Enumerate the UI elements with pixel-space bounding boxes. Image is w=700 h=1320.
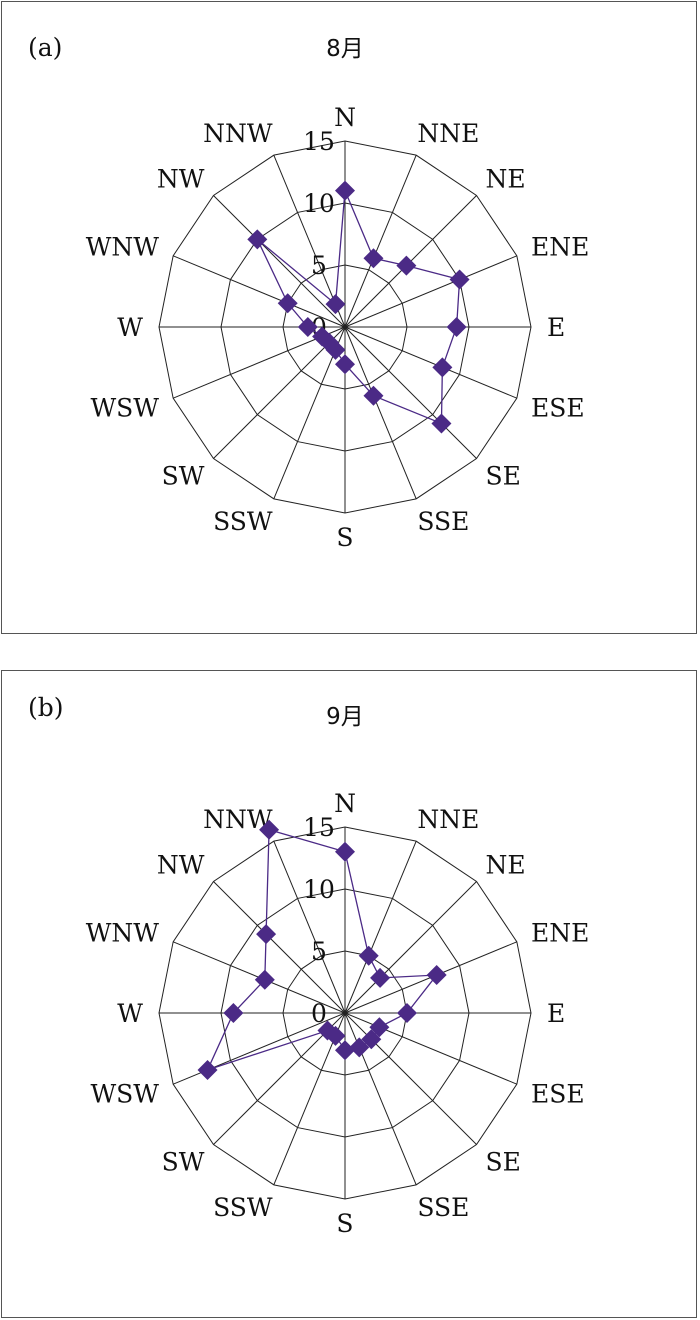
spoke-nw [213, 195, 346, 328]
tick-label: 5 [311, 937, 327, 966]
direction-label-ne: NE [485, 165, 525, 194]
spoke-ese [344, 326, 518, 399]
data-point-s [335, 1040, 355, 1061]
panel-label: (b) [28, 693, 64, 722]
direction-label-s: S [336, 1209, 353, 1238]
direction-label-ese: ESE [531, 1079, 585, 1108]
data-point-ene [449, 269, 470, 290]
direction-label-s: S [336, 523, 353, 552]
spoke-ene [344, 255, 518, 328]
data-point-nw [247, 229, 268, 250]
direction-label-sse: SSE [417, 507, 469, 536]
direction-label-e: E [547, 313, 565, 342]
spoke-ne [344, 881, 477, 1014]
data-point-nw [256, 924, 277, 945]
tick-label: 10 [303, 189, 335, 218]
tick-label: 15 [303, 127, 335, 156]
direction-label-wnw: WNW [86, 919, 160, 948]
data-point-se [431, 413, 452, 434]
direction-label-ssw: SSW [213, 507, 273, 536]
direction-label-sse: SSE [417, 1193, 469, 1222]
data-point-nne [358, 945, 379, 966]
data-point-wsw [197, 1059, 218, 1080]
direction-label-n: N [334, 789, 356, 818]
data-point-w [223, 1003, 244, 1023]
data-point-nnw [259, 819, 280, 840]
data-point-n [335, 180, 355, 201]
spoke-nnw [273, 840, 346, 1014]
data-point-ene [426, 965, 447, 986]
direction-label-ene: ENE [531, 233, 589, 262]
data-point-ese [369, 1017, 390, 1038]
direction-label-w: W [117, 999, 143, 1028]
tick-label: 0 [311, 999, 327, 1028]
direction-label-sw: SW [162, 1147, 205, 1176]
chart-panel-b: (b) 9月 N NNE NE ENE E ESE SE SSE S SSW SW WSW W WNW NW… [1, 670, 697, 1318]
direction-label-w: W [117, 313, 143, 342]
direction-label-e: E [547, 999, 565, 1028]
direction-label-n: N [334, 103, 356, 132]
chart-title: 8月 [326, 36, 364, 62]
data-point-sw [317, 1020, 338, 1041]
direction-label-sw: SW [162, 461, 205, 490]
data-point-ese [432, 357, 453, 378]
tick-label: 10 [303, 875, 335, 904]
direction-label-ese: ESE [531, 393, 585, 422]
data-point-s [335, 354, 355, 375]
direction-label-nne: NNE [417, 805, 479, 834]
tick-label: 5 [311, 251, 327, 280]
spoke-se [344, 326, 477, 459]
data-point-nnw [325, 294, 346, 315]
spoke-nne [344, 840, 417, 1014]
direction-label-nw: NW [157, 165, 205, 194]
spoke-nne [344, 154, 417, 328]
direction-label-se: SE [485, 461, 520, 490]
data-point-nne [363, 248, 384, 269]
direction-label-wnw: WNW [86, 233, 160, 262]
spoke-sw [213, 326, 346, 459]
data-point-sse [363, 385, 384, 406]
data-point-ne [370, 967, 391, 988]
data-point-se [361, 1029, 382, 1050]
data-point-wsw [312, 326, 333, 347]
tick-label: 15 [303, 813, 335, 842]
data-point-w [297, 317, 318, 337]
spoke-se [344, 1012, 477, 1145]
data-point-wnw [254, 969, 275, 990]
direction-label-wsw: WSW [90, 393, 159, 422]
spoke-nw [213, 881, 346, 1014]
data-point-e [397, 1003, 417, 1023]
data-point-ne [396, 255, 417, 276]
direction-label-ne: NE [485, 851, 525, 880]
direction-label-se: SE [485, 1147, 520, 1176]
data-point-n [335, 841, 355, 862]
data-point-sse [349, 1037, 370, 1058]
chart-panel-a: (a) 8月 N NNE NE ENE E ESE SE SSE S SSW SW WSW W WNW NW… [1, 1, 697, 634]
direction-label-ssw: SSW [213, 1193, 273, 1222]
direction-label-ene: ENE [531, 919, 589, 948]
direction-label-nw: NW [157, 851, 205, 880]
direction-label-nnw: NNW [203, 119, 273, 148]
direction-label-nne: NNE [417, 119, 479, 148]
spoke-wnw [172, 255, 346, 328]
data-point-wnw [277, 293, 298, 314]
panel-label: (a) [28, 33, 62, 62]
direction-label-wsw: WSW [90, 1079, 159, 1108]
data-point-e [446, 317, 467, 337]
grid [158, 826, 532, 1200]
spoke-sse [344, 326, 417, 500]
chart-title: 9月 [326, 704, 364, 730]
